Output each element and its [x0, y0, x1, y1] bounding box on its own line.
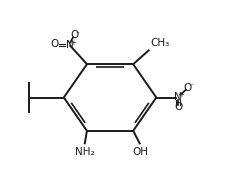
Text: +: + [179, 92, 184, 98]
Text: N: N [66, 40, 74, 50]
Text: ⁻: ⁻ [189, 82, 193, 90]
Text: O: O [174, 102, 182, 112]
Text: ⁻: ⁻ [76, 29, 80, 38]
Text: CH₃: CH₃ [150, 38, 170, 48]
Text: +: + [70, 40, 76, 46]
Text: NH₂: NH₂ [75, 147, 95, 157]
Text: O: O [71, 30, 79, 40]
Text: OH: OH [132, 147, 148, 157]
Text: O: O [184, 82, 192, 92]
Text: N: N [174, 92, 182, 102]
Text: O: O [51, 39, 59, 49]
